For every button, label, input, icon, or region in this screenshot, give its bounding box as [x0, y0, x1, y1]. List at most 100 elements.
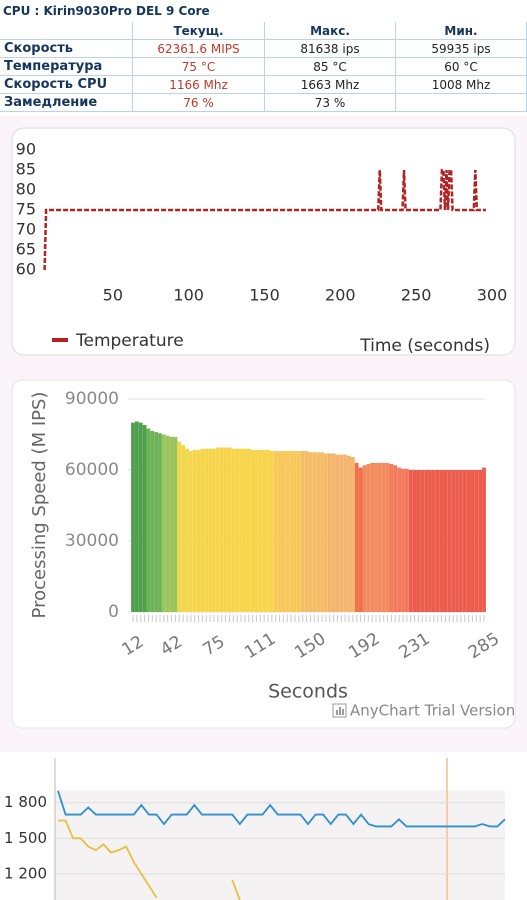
- bar: [416, 470, 421, 612]
- bar: [239, 448, 243, 612]
- legend-swatch: [52, 338, 68, 342]
- bar: [455, 470, 459, 612]
- bar: [154, 432, 159, 612]
- bar: [215, 447, 220, 612]
- x-tick-label: 100: [173, 286, 204, 305]
- bar: [470, 470, 475, 612]
- table-cell: Макс.: [265, 22, 396, 40]
- table-cell: Температура: [0, 58, 133, 76]
- bar: [451, 470, 456, 612]
- table-cell: 81638 ips: [265, 40, 396, 58]
- bar: [370, 462, 375, 612]
- bar: [134, 421, 139, 612]
- y-tick-label: 60000: [65, 460, 119, 480]
- bar: [366, 464, 371, 612]
- bar: [393, 465, 398, 612]
- table-cell: 1166 Mhz: [133, 76, 265, 94]
- bar: [185, 448, 189, 612]
- bar: [138, 422, 143, 612]
- legend-label: Temperature: [75, 331, 184, 351]
- bar: [200, 448, 205, 612]
- bar: [204, 448, 209, 612]
- bar: [401, 468, 405, 612]
- bar: [131, 422, 135, 612]
- bar: [412, 470, 417, 612]
- y-tick-label: 90: [16, 140, 36, 159]
- bar: [466, 470, 471, 612]
- bar: [161, 434, 166, 612]
- table-cell: 85 °C: [265, 58, 396, 76]
- bar: [431, 470, 436, 612]
- bar: [300, 451, 305, 612]
- plot-bg: [55, 790, 505, 900]
- bar: [192, 449, 197, 612]
- bar: [231, 448, 236, 612]
- bar: [254, 449, 259, 612]
- panel: [11, 127, 516, 356]
- bar: [277, 451, 282, 612]
- bar: [424, 470, 429, 612]
- bar: [354, 462, 359, 612]
- bar: [235, 448, 240, 612]
- bar: [428, 470, 432, 612]
- table-cell: [0, 22, 133, 40]
- bar: [188, 451, 193, 612]
- bar: [343, 454, 348, 612]
- bar: [250, 449, 255, 612]
- bar: [408, 470, 413, 612]
- table-cell: Текущ.: [133, 22, 265, 40]
- bar: [358, 467, 363, 612]
- bar: [389, 464, 394, 612]
- bar: [142, 425, 147, 612]
- bar: [293, 451, 297, 612]
- y-tick-label: 30000: [65, 531, 119, 551]
- x-tick-label: 50: [103, 286, 123, 305]
- bar: [439, 470, 444, 612]
- y-tick-label: 85: [16, 160, 36, 179]
- y-tick-label: 80: [16, 180, 36, 199]
- bar: [350, 456, 355, 612]
- bar: [312, 452, 317, 612]
- bar: [385, 462, 390, 612]
- bar: [362, 465, 367, 612]
- bar: [269, 451, 274, 612]
- bar: [435, 470, 440, 612]
- bar: [397, 467, 402, 612]
- bar: [478, 470, 483, 612]
- x-axis-label: Time (seconds): [359, 336, 490, 356]
- bar: [316, 452, 321, 612]
- cpu-title: CPU : Kirin9030Pro DEL 9 Core: [3, 4, 210, 18]
- bar: [223, 447, 228, 612]
- table-cell: 73 %: [265, 94, 396, 112]
- y-tick-label: 0: [108, 602, 119, 622]
- x-tick-label: 200: [325, 286, 356, 305]
- bar: [482, 467, 486, 612]
- bar: [173, 436, 178, 612]
- series-line: [57, 790, 506, 828]
- y-tick-label: 1 800: [4, 793, 47, 811]
- bar: [420, 470, 425, 612]
- credit-icon: [332, 703, 347, 718]
- bar: [327, 453, 332, 612]
- y-tick-label: 70: [16, 220, 36, 239]
- table-cell: Скорость CPU: [0, 76, 133, 94]
- x-tick-label: 250: [401, 286, 432, 305]
- bar: [219, 447, 224, 612]
- bar: [296, 451, 301, 612]
- bar: [177, 441, 182, 612]
- bar: [331, 453, 336, 612]
- x-tick-label: 150: [249, 286, 280, 305]
- temperature-line: [43, 168, 486, 271]
- bar: [377, 462, 382, 612]
- bar: [289, 451, 294, 612]
- bar: [158, 433, 162, 612]
- bar: [335, 454, 340, 612]
- bar: [308, 452, 313, 612]
- bar: [404, 468, 409, 612]
- bar: [262, 449, 267, 612]
- x-axis-label: Seconds: [268, 681, 348, 703]
- series-line: [58, 819, 158, 899]
- bar: [266, 449, 270, 612]
